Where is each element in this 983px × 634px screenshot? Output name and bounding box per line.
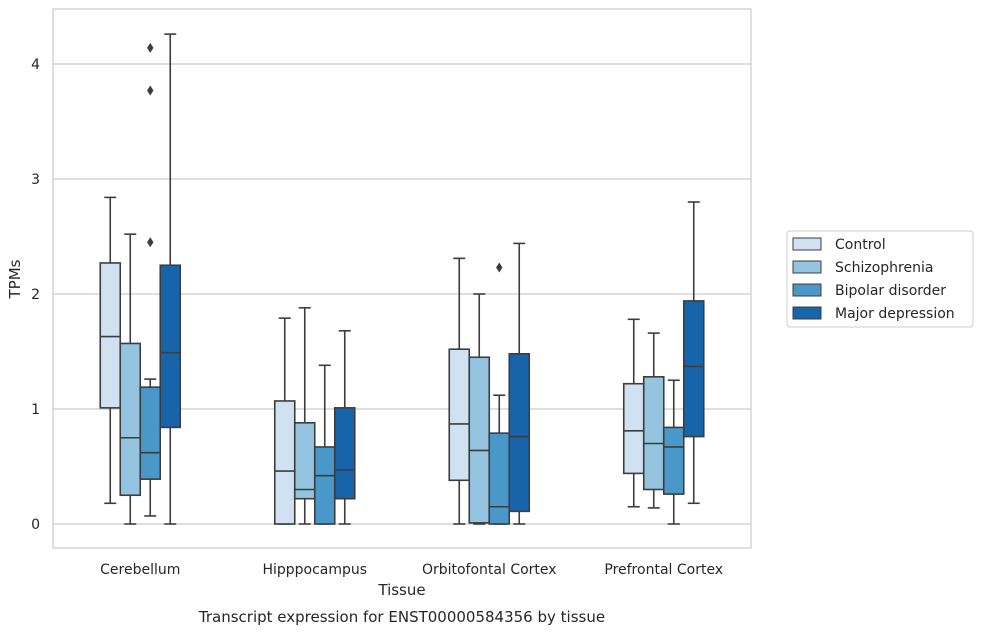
chart-caption: Transcript expression for ENST0000058435… [198,608,605,626]
x-axis-label: Tissue [377,581,425,599]
legend-frame [786,230,974,328]
legend: Control Schizophrenia Bipolar disorder Majo… [786,230,974,328]
box-iqr [159,264,182,429]
box-bipolar-disorder [662,379,685,525]
x-tick-label: Orbitofontal Cortex [422,562,557,578]
box-schizophrenia [642,332,665,509]
x-tick-label: Prefrontal Cortex [604,562,723,578]
box-major-depression [333,329,356,525]
legend-label: Major depression [835,306,955,322]
box-iqr [662,426,685,495]
y-tick-labels: 0 1 2 3 4 [31,57,40,533]
x-tick-label: Hipppocampus [262,562,367,578]
box-schizophrenia [293,306,316,525]
box-iqr [99,262,122,409]
legend-swatch [792,260,822,274]
outlier-point [496,262,503,273]
box-schizophrenia [468,293,491,525]
y-tick-label: 3 [31,172,40,188]
box-iqr [313,446,336,525]
box-bipolar-disorder [139,42,162,517]
plot-boxes [99,33,705,525]
y-tick-label: 1 [31,402,40,418]
legend-label: Schizophrenia [835,260,933,276]
y-tick-label: 2 [31,287,40,303]
box-iqr [622,382,645,475]
box-iqr [333,407,356,500]
box-schizophrenia [119,233,142,525]
box-major-depression [508,242,531,525]
box-bipolar-disorder [488,262,511,525]
box-iqr [468,356,491,524]
box-iqr [448,348,471,482]
legend-swatch [792,283,822,297]
outlier-point [147,42,154,53]
box-iqr [508,352,531,513]
box-iqr [488,432,511,525]
box-major-depression [682,201,705,505]
legend-label: Control [835,237,886,253]
x-tick-label: Cerebellum [100,562,180,578]
y-tick-label: 4 [31,57,40,73]
box-control [273,317,296,525]
box-iqr [682,300,705,438]
box-iqr [273,400,296,525]
y-axis-label: TPMs [6,259,24,299]
box-iqr [642,375,665,491]
legend-swatch [792,306,822,320]
box-control [622,318,645,508]
box-iqr [139,386,162,480]
x-tick-labels: Cerebellum Hipppocampus Orbitofontal Corte… [100,562,723,578]
outlier-point [147,85,154,96]
box-iqr [119,342,142,497]
box-control [448,257,471,525]
box-control [99,196,122,505]
outlier-point [147,237,154,248]
legend-swatch [792,237,822,251]
box-major-depression [159,33,182,525]
legend-label: Bipolar disorder [835,283,946,299]
box-bipolar-disorder [313,364,336,525]
plot-frame [52,8,752,549]
y-tick-label: 0 [31,517,40,533]
box-iqr [293,421,316,500]
